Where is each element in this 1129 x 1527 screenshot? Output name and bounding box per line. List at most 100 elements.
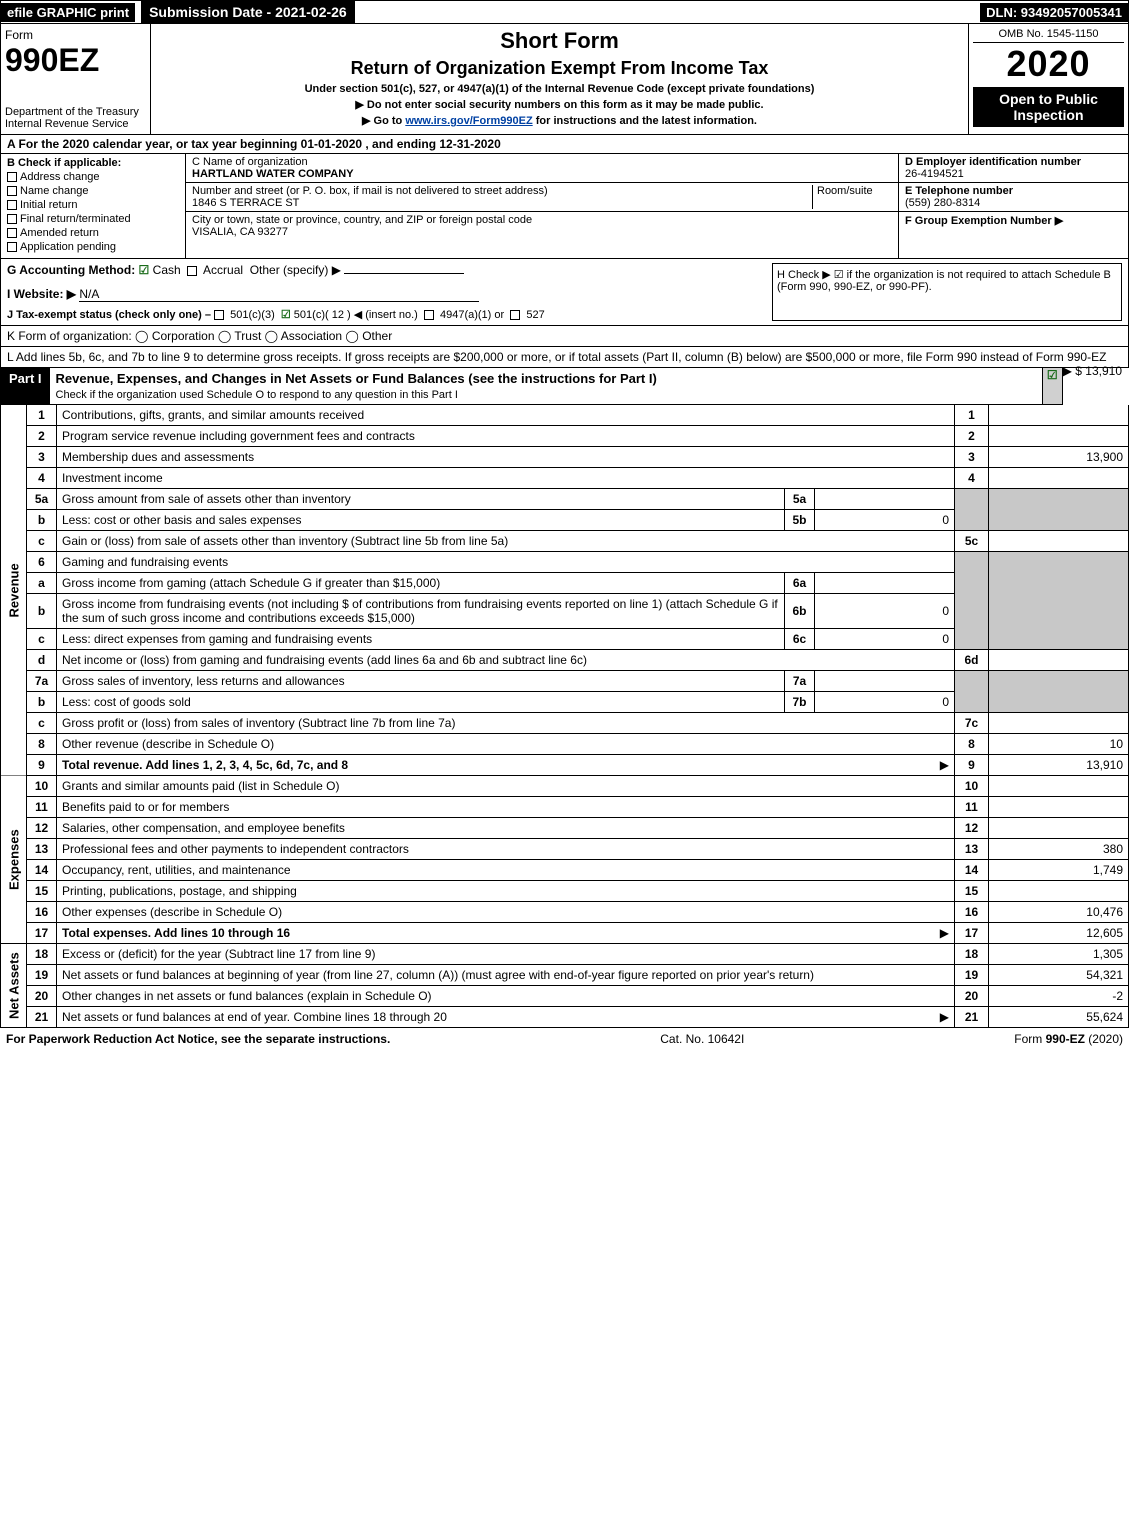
ln7a-no: 7a bbox=[27, 671, 57, 692]
ln6d-col: 6d bbox=[955, 650, 989, 671]
ln1-col: 1 bbox=[955, 405, 989, 426]
ln7c-col: 7c bbox=[955, 713, 989, 734]
part1-checkbox[interactable]: ☑ bbox=[1042, 368, 1062, 404]
ln17-col: 17 bbox=[955, 923, 989, 944]
ln5c-desc: Gain or (loss) from sale of assets other… bbox=[62, 534, 508, 548]
ln9-arrow: ▶ bbox=[940, 758, 949, 772]
ln16-val: 10,476 bbox=[989, 902, 1129, 923]
ln7a-sub: 7a bbox=[785, 671, 815, 692]
ln12-desc: Salaries, other compensation, and employ… bbox=[62, 821, 345, 835]
ln7b-sub: 7b bbox=[785, 692, 815, 713]
ln17-val: 12,605 bbox=[989, 923, 1129, 944]
tax-year: 2020 bbox=[973, 43, 1124, 85]
ln6c-desc: Less: direct expenses from gaming and fu… bbox=[62, 632, 372, 646]
dept-treasury: Department of the Treasury bbox=[5, 106, 146, 118]
chk-4947[interactable] bbox=[424, 310, 434, 320]
ln5b-desc: Less: cost or other basis and sales expe… bbox=[62, 513, 301, 527]
chk-amended-return[interactable]: Amended return bbox=[7, 227, 179, 239]
subhead-2: ▶ Do not enter social security numbers o… bbox=[159, 98, 960, 111]
return-title: Return of Organization Exempt From Incom… bbox=[159, 58, 960, 79]
ln10-desc: Grants and similar amounts paid (list in… bbox=[62, 779, 339, 793]
ln17-no: 17 bbox=[27, 923, 57, 944]
ln6c-sub: 6c bbox=[785, 629, 815, 650]
ln6a-desc: Gross income from gaming (attach Schedul… bbox=[62, 576, 440, 590]
street-label: Number and street (or P. O. box, if mail… bbox=[192, 185, 812, 197]
ln5c-col: 5c bbox=[955, 531, 989, 552]
form-header: Form 990EZ Department of the Treasury In… bbox=[0, 24, 1129, 135]
row-l-amount: ▶ $ 13,910 bbox=[1063, 364, 1122, 378]
submission-date-text: Submission Date - 2021-02-26 bbox=[149, 4, 347, 20]
ln6b-desc: Gross income from fundraising events (no… bbox=[62, 597, 778, 625]
ln5a-subval bbox=[815, 489, 955, 510]
footer-left: For Paperwork Reduction Act Notice, see … bbox=[6, 1032, 390, 1046]
ln10-val bbox=[989, 776, 1129, 797]
ln6a-sub: 6a bbox=[785, 573, 815, 594]
ln11-col: 11 bbox=[955, 797, 989, 818]
section-b-title: B Check if applicable: bbox=[7, 157, 179, 169]
ln13-desc: Professional fees and other payments to … bbox=[62, 842, 409, 856]
ln14-desc: Occupancy, rent, utilities, and maintena… bbox=[62, 863, 291, 877]
top-bar: efile GRAPHIC print Submission Date - 20… bbox=[0, 0, 1129, 24]
ln4-val bbox=[989, 468, 1129, 489]
ln2-no: 2 bbox=[27, 426, 57, 447]
ln7c-no: c bbox=[27, 713, 57, 734]
ln3-no: 3 bbox=[27, 447, 57, 468]
ln8-no: 8 bbox=[27, 734, 57, 755]
ln1-val bbox=[989, 405, 1129, 426]
e-label: E Telephone number bbox=[905, 185, 1122, 197]
irs-link[interactable]: www.irs.gov/Form990EZ bbox=[405, 115, 532, 127]
ln19-no: 19 bbox=[27, 965, 57, 986]
ln19-col: 19 bbox=[955, 965, 989, 986]
ln6d-desc: Net income or (loss) from gaming and fun… bbox=[62, 653, 587, 667]
ln5a-desc: Gross amount from sale of assets other t… bbox=[62, 492, 351, 506]
footer-right: Form 990-EZ (2020) bbox=[1014, 1032, 1123, 1046]
footer-catno: Cat. No. 10642I bbox=[390, 1032, 1014, 1046]
ln9-col: 9 bbox=[955, 755, 989, 776]
ln2-val bbox=[989, 426, 1129, 447]
section-c: C Name of organization HARTLAND WATER CO… bbox=[186, 154, 898, 258]
ln7a-desc: Gross sales of inventory, less returns a… bbox=[62, 674, 345, 688]
row-j: J Tax-exempt status (check only one) – 5… bbox=[7, 308, 764, 321]
ln18-col: 18 bbox=[955, 944, 989, 965]
ln5c-val bbox=[989, 531, 1129, 552]
ln6b-sub: 6b bbox=[785, 594, 815, 629]
ln17-arrow: ▶ bbox=[940, 926, 949, 940]
efile-label[interactable]: efile GRAPHIC print bbox=[1, 3, 135, 22]
ln11-desc: Benefits paid to or for members bbox=[62, 800, 229, 814]
ln8-val: 10 bbox=[989, 734, 1129, 755]
ln11-val bbox=[989, 797, 1129, 818]
ln8-col: 8 bbox=[955, 734, 989, 755]
ln6d-val bbox=[989, 650, 1129, 671]
ln21-col: 21 bbox=[955, 1007, 989, 1028]
ln19-val: 54,321 bbox=[989, 965, 1129, 986]
accrual-checkbox[interactable] bbox=[187, 266, 197, 276]
ln5a-no: 5a bbox=[27, 489, 57, 510]
chk-application-pending[interactable]: Application pending bbox=[7, 241, 179, 253]
short-form-title: Short Form bbox=[159, 28, 960, 54]
ln3-desc: Membership dues and assessments bbox=[62, 450, 254, 464]
subhead-3: ▶ Go to www.irs.gov/Form990EZ for instru… bbox=[159, 114, 960, 127]
ln6b-no: b bbox=[27, 594, 57, 629]
ln6a-no: a bbox=[27, 573, 57, 594]
ln16-desc: Other expenses (describe in Schedule O) bbox=[62, 905, 282, 919]
chk-527[interactable] bbox=[510, 310, 520, 320]
ln7b-subval: 0 bbox=[815, 692, 955, 713]
ln15-val bbox=[989, 881, 1129, 902]
ln5b-subval: 0 bbox=[815, 510, 955, 531]
ln14-col: 14 bbox=[955, 860, 989, 881]
ln7a-subval bbox=[815, 671, 955, 692]
irs-label: Internal Revenue Service bbox=[5, 118, 146, 130]
ln8-desc: Other revenue (describe in Schedule O) bbox=[62, 737, 274, 751]
chk-address-change[interactable]: Address change bbox=[7, 171, 179, 183]
chk-501c3[interactable] bbox=[214, 310, 224, 320]
part1-title: Revenue, Expenses, and Changes in Net As… bbox=[50, 368, 1042, 404]
other-method-input[interactable] bbox=[344, 273, 464, 274]
part1-header-row: Part I Revenue, Expenses, and Changes in… bbox=[0, 368, 1063, 405]
cash-check-icon: ☑ bbox=[139, 263, 150, 277]
chk-name-change[interactable]: Name change bbox=[7, 185, 179, 197]
chk-initial-return[interactable]: Initial return bbox=[7, 199, 179, 211]
open-inspection: Open to Public Inspection bbox=[973, 87, 1124, 127]
ln21-arrow: ▶ bbox=[940, 1010, 949, 1024]
ln5b-no: b bbox=[27, 510, 57, 531]
chk-final-return[interactable]: Final return/terminated bbox=[7, 213, 179, 225]
